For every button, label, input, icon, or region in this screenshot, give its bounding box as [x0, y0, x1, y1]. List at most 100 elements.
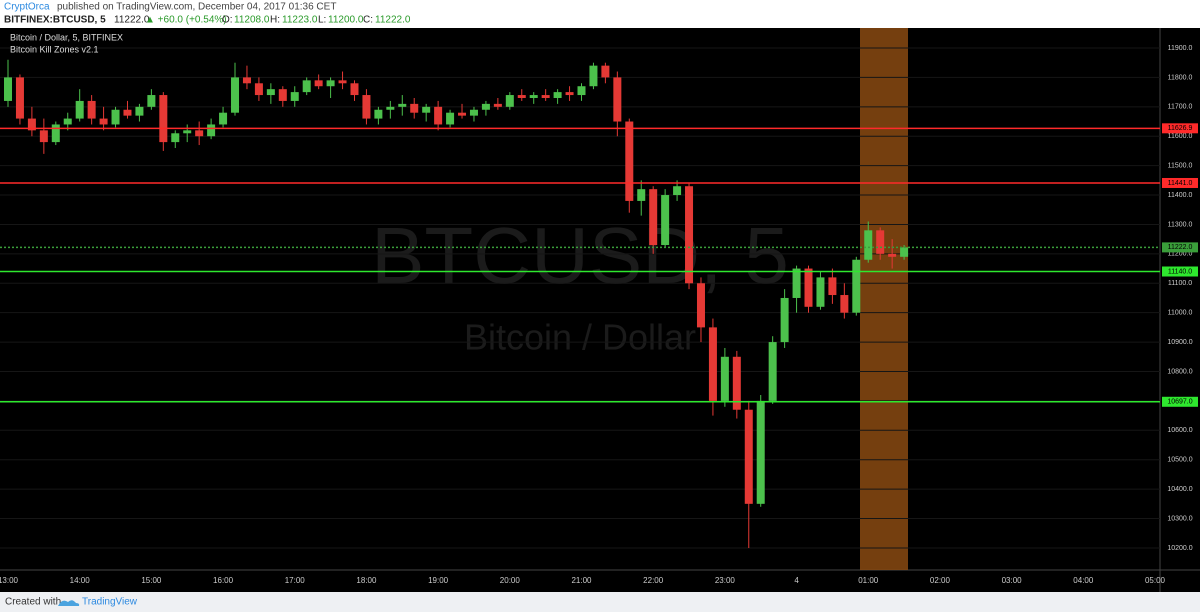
candle-body [207, 124, 216, 137]
c-label: C: [363, 15, 373, 26]
plot-bg [0, 28, 1160, 570]
candle-body [398, 103, 407, 107]
y-tick-label: 11700.0 [1168, 104, 1193, 111]
candle-body [266, 89, 275, 96]
level-label: 11441.0 [1168, 180, 1193, 187]
candle-body [458, 112, 467, 116]
level-label: 10697.0 [1167, 399, 1192, 406]
y-tick-label: 10500.0 [1167, 457, 1192, 464]
l-label: L: [318, 15, 326, 26]
candle-body [242, 77, 251, 84]
x-tick-label: 19:00 [428, 576, 449, 585]
candle-body [410, 103, 419, 113]
x-tick-label: 01:00 [858, 576, 879, 585]
candle-body [75, 100, 84, 119]
change: ▲ +60.0 (+0.54%) [145, 15, 227, 26]
legend-symbol: Bitcoin / Dollar, 5, BITFINEX [10, 32, 123, 42]
o-value: 11208.0 [234, 15, 270, 26]
candle-body [219, 112, 228, 125]
candle-body [290, 92, 299, 101]
candle-body [804, 268, 813, 307]
candle-body [732, 356, 741, 410]
candle-body [183, 130, 192, 134]
candle-body [541, 95, 550, 98]
watermark-name: Bitcoin / Dollar [464, 317, 696, 358]
candle-body [649, 189, 658, 246]
l-value: 11200.0 [328, 15, 364, 26]
candle-body [254, 83, 263, 96]
time-axis-bg [0, 570, 1160, 592]
candle-body [99, 118, 108, 125]
y-tick-label: 10200.0 [1167, 545, 1192, 552]
candle-body [565, 92, 574, 96]
candle-body [135, 106, 144, 116]
candle-body [51, 124, 60, 143]
x-tick-label: 22:00 [643, 576, 664, 585]
o-label: O: [222, 15, 233, 26]
candle-body [231, 77, 240, 113]
footer-brand[interactable]: TradingView [82, 597, 138, 608]
candle-body [577, 86, 586, 96]
level-tag [1162, 123, 1198, 134]
y-tick-label: 11500.0 [1168, 162, 1193, 169]
candle-body [876, 230, 885, 254]
y-tick-label: 10400.0 [1167, 486, 1192, 493]
watermark-symbol: BTCUSD, 5 [371, 211, 789, 300]
candle-body [338, 80, 347, 84]
header-bg [0, 0, 1200, 28]
x-tick-label: 18:00 [356, 576, 377, 585]
x-tick-label: 20:00 [500, 576, 521, 585]
y-tick-label: 10800.0 [1167, 368, 1192, 375]
candle-body [195, 130, 204, 137]
footer-logo [58, 600, 80, 606]
candle-body [780, 297, 789, 343]
candle-body [314, 80, 323, 87]
candle-body [434, 106, 443, 125]
candle-body [720, 356, 729, 401]
candle-body [673, 186, 682, 196]
x-tick-label: 23:00 [715, 576, 736, 585]
level-label: 11140.0 [1168, 268, 1192, 275]
x-tick-label: 16:00 [213, 576, 234, 585]
candle-body [756, 400, 765, 504]
y-tick-label: 11600.0 [1168, 133, 1193, 140]
candle-body [362, 95, 371, 119]
candle-body [39, 130, 48, 143]
x-tick-label: 17:00 [285, 576, 306, 585]
candle-body [505, 95, 514, 107]
candle-body [374, 109, 383, 119]
candle-body [744, 409, 753, 504]
x-tick-label: 04:00 [1073, 576, 1094, 585]
level-tag [1162, 396, 1198, 407]
candle-body [553, 92, 562, 98]
candle-body [123, 109, 132, 116]
x-tick-label: 4 [794, 576, 799, 585]
candle-body [696, 283, 705, 328]
candle-body [613, 77, 622, 122]
x-tick-label: 13:00 [0, 576, 19, 585]
kill-zone [860, 28, 908, 570]
y-tick-label: 11800.0 [1168, 74, 1193, 81]
candle-body [171, 133, 180, 143]
candle-body [708, 327, 717, 401]
candle-body [637, 189, 646, 201]
h-label: H: [270, 15, 280, 26]
candle-body [111, 109, 120, 125]
candle-body [302, 80, 311, 93]
y-tick-label: 11300.0 [1168, 221, 1193, 228]
candle-body [900, 247, 909, 257]
y-tick-label: 11200.0 [1168, 251, 1193, 258]
candle-body [4, 77, 12, 101]
level-label: 11626.9 [1168, 125, 1193, 132]
footer-created: Created with [5, 597, 61, 608]
candle-body [768, 342, 777, 401]
y-tick-label: 11900.0 [1168, 45, 1193, 52]
candle-body [386, 106, 395, 110]
candle-body [828, 277, 837, 296]
candle-body [661, 195, 670, 246]
author[interactable]: CryptOrca [4, 2, 50, 13]
candle-body [147, 95, 156, 107]
level-tag [1162, 242, 1198, 253]
x-tick-label: 03:00 [1002, 576, 1023, 585]
